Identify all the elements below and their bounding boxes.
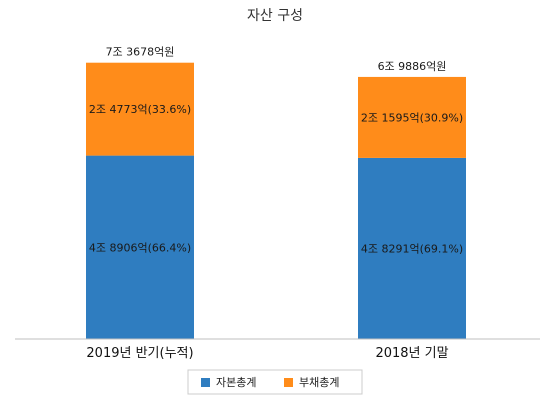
bar-segment-equity-0	[86, 155, 194, 339]
legend-frame	[187, 369, 363, 395]
chart-title: 자산 구성	[247, 8, 303, 24]
legend-label-liabilities: 부채총계	[299, 376, 339, 389]
total-label-1: 6조 9886억원	[378, 60, 447, 73]
category-labels: 2019년 반기(누적) 2018년 기말	[86, 346, 448, 361]
segment-label-liabilities-0: 2조 4773억(33.6%)	[89, 103, 191, 116]
bar-segment-equity-1	[358, 157, 466, 339]
category-label-0: 2019년 반기(누적)	[86, 346, 193, 361]
segment-label-equity-1: 4조 8291억(69.1%)	[361, 242, 463, 255]
total-label-0: 7조 3678억원	[106, 46, 175, 59]
category-label-1: 2018년 기말	[375, 346, 448, 361]
bars-group: 4조 8906억(66.4%) 2조 4773억(33.6%) 7조 3678억원 4…	[86, 46, 466, 339]
bar-segment-liabilities-1	[358, 76, 466, 158]
segment-label-equity-0: 4조 8906억(66.4%)	[89, 241, 191, 254]
legend-label-equity: 자본총계	[216, 376, 256, 389]
legend: 자본총계 부채총계	[187, 369, 363, 395]
legend-swatch-equity	[201, 378, 210, 387]
segment-label-liabilities-1: 2조 1595억(30.9%)	[361, 111, 463, 124]
legend-swatch-liabilities	[284, 378, 293, 387]
bar-segment-liabilities-0	[86, 62, 194, 156]
